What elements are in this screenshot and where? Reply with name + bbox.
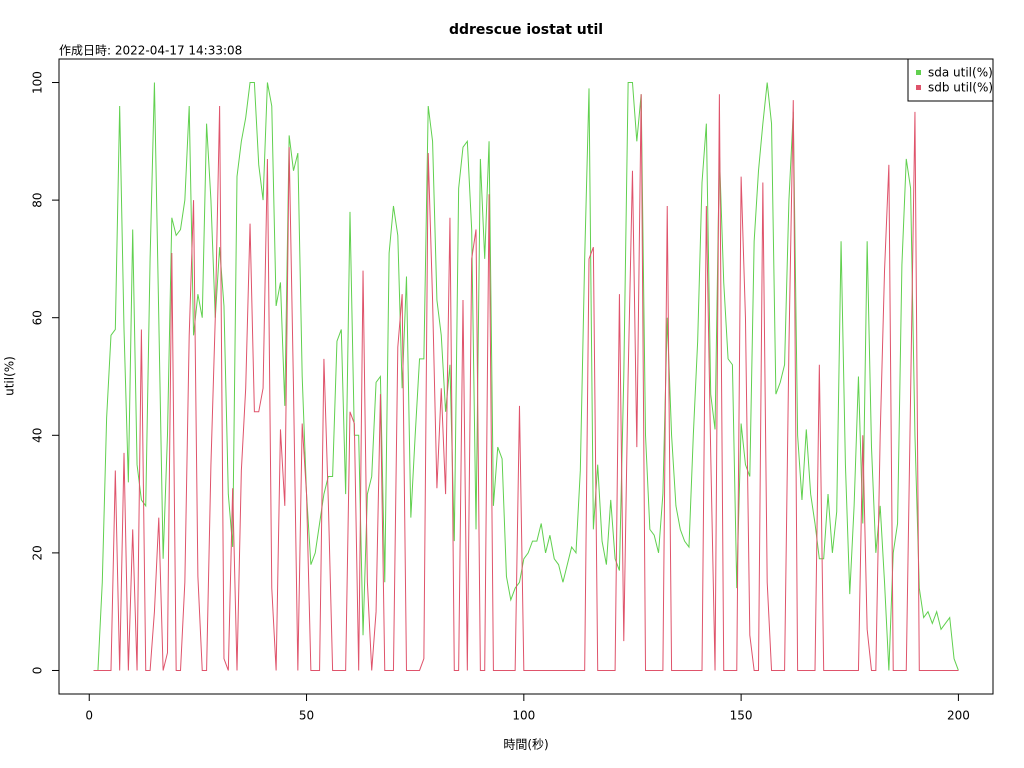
x-tick-label: 150 bbox=[730, 709, 753, 723]
legend-box bbox=[907, 58, 994, 102]
legend-swatch bbox=[916, 85, 921, 90]
y-tick-label: 80 bbox=[31, 192, 45, 207]
legend-label: sdb util(%) bbox=[928, 81, 993, 95]
y-tick-label: 100 bbox=[31, 71, 45, 94]
legend-label: sda util(%) bbox=[928, 66, 993, 80]
x-tick-label: 0 bbox=[85, 709, 93, 723]
y-axis-label: util(%) bbox=[3, 356, 17, 396]
x-tick-label: 50 bbox=[299, 709, 314, 723]
y-tick-label: 0 bbox=[31, 667, 45, 675]
legend-swatch bbox=[916, 70, 921, 75]
subtitle: 作成日時: 2022-04-17 14:33:08 bbox=[59, 44, 242, 58]
y-tick-label: 20 bbox=[31, 545, 45, 560]
x-tick-label: 200 bbox=[947, 709, 970, 723]
line-series bbox=[93, 94, 959, 671]
x-axis-label: 時間(秒) bbox=[503, 738, 548, 752]
plot-frame bbox=[58, 58, 994, 695]
chart-title: ddrescue iostat util bbox=[449, 22, 603, 38]
y-tick-label: 40 bbox=[31, 428, 45, 443]
y-tick-label: 60 bbox=[31, 310, 45, 325]
x-tick-label: 100 bbox=[512, 709, 535, 723]
line-series bbox=[93, 82, 959, 671]
